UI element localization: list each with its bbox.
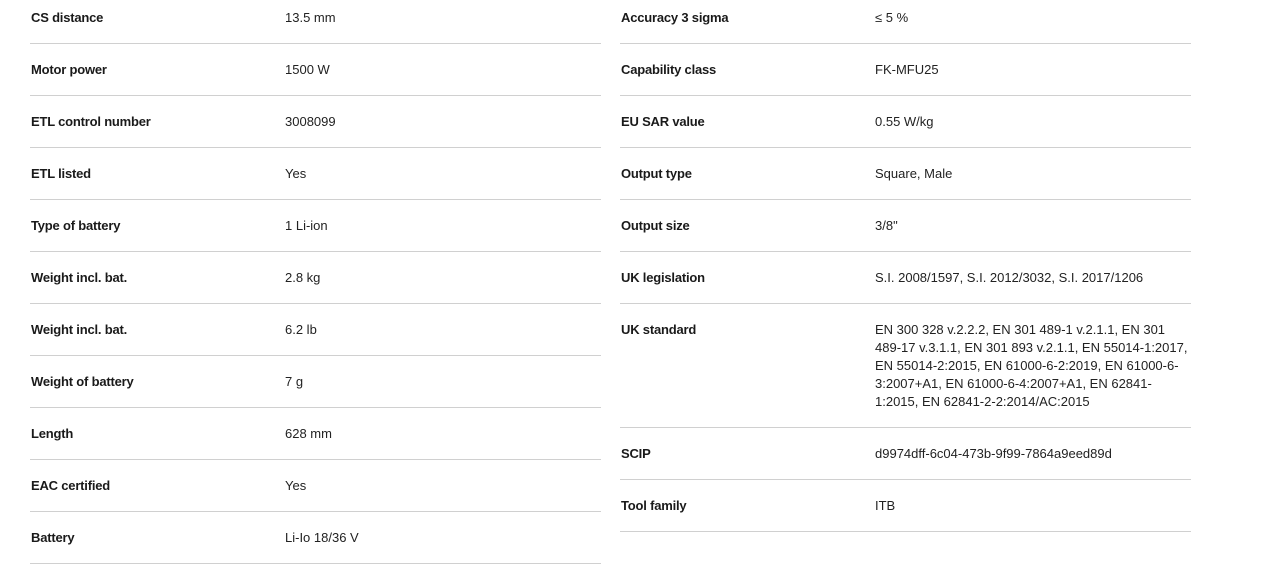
spec-row: EU SAR value 0.55 W/kg [620,96,1191,148]
spec-value: 3008099 [285,113,336,129]
spec-row: EAC certified Yes [30,460,601,512]
spec-row: Capability class FK-MFU25 [620,44,1191,96]
spec-label: SCIP [621,445,651,461]
spec-row: Tool family ITB [620,480,1191,532]
spec-value: Li-Io 18/36 V [285,529,359,545]
spec-row: Weight of battery 7 g [30,356,601,408]
spec-value: 3/8" [875,217,898,233]
spec-row: Weight incl. bat. 6.2 lb [30,304,601,356]
spec-value: 0.55 W/kg [875,113,934,129]
spec-value: S.I. 2008/1597, S.I. 2012/3032, S.I. 201… [875,269,1144,285]
spec-row: Accuracy 3 sigma ≤ 5 % [620,0,1191,44]
spec-label: Capability class [621,61,717,77]
spec-row: Battery Li-Io 18/36 V [30,512,601,564]
spec-value: 1500 W [285,61,330,77]
spec-row: SCIP d9974dff-6c04-473b-9f99-7864a9eed89d [620,428,1191,480]
spec-label: Output size [621,217,690,233]
spec-label: Accuracy 3 sigma [621,9,729,25]
spec-row: Motor power 1500 W [30,44,601,96]
spec-row: ETL control number 3008099 [30,96,601,148]
specs-tables: CS distance 13.5 mm Motor power 1500 W ETL c… [30,0,1191,564]
spec-value: Yes [285,477,307,493]
spec-label: EAC certified [31,477,111,493]
spec-label: Motor power [31,61,107,77]
spec-value: 7 g [285,373,304,389]
spec-value: EN 300 328 v.2.2.2, EN 301 489-1 v.2.1.1… [875,321,1188,409]
spec-label: Tool family [621,497,687,513]
spec-value: ITB [875,497,896,513]
spec-value: d9974dff-6c04-473b-9f99-7864a9eed89d [875,445,1112,461]
spec-label: Battery [31,529,75,545]
spec-row: Weight incl. bat. 2.8 kg [30,252,601,304]
spec-value: 1 Li-ion [285,217,328,233]
spec-row: ETL listed Yes [30,148,601,200]
spec-row: Output size 3/8" [620,200,1191,252]
spec-row: Length 628 mm [30,408,601,460]
spec-label: Weight incl. bat. [31,269,128,285]
specs-table-right: Accuracy 3 sigma ≤ 5 % Capability class FK-… [620,0,1191,564]
spec-value: 628 mm [285,425,332,441]
spec-row: Type of battery 1 Li-ion [30,200,601,252]
spec-value: 2.8 kg [285,269,321,285]
spec-value: Yes [285,165,307,181]
spec-row: Output type Square, Male [620,148,1191,200]
spec-row: CS distance 13.5 mm [30,0,601,44]
spec-label: Weight incl. bat. [31,321,128,337]
spec-label: EU SAR value [621,113,705,129]
spec-row: UK legislation S.I. 2008/1597, S.I. 2012/… [620,252,1191,304]
spec-label: ETL listed [31,165,91,181]
spec-value: FK-MFU25 [875,61,939,77]
spec-value: 6.2 lb [285,321,317,337]
spec-label: UK standard [621,321,697,337]
spec-value: Square, Male [875,165,953,181]
spec-label: UK legislation [621,269,705,285]
spec-label: Output type [621,165,692,181]
spec-value: 13.5 mm [285,9,336,25]
spec-row: UK standard EN 300 328 v.2.2.2, EN 301 48… [620,304,1191,428]
spec-label: CS distance [31,9,104,25]
spec-label: Length [31,425,74,441]
spec-label: ETL control number [31,113,151,129]
specs-table-left: CS distance 13.5 mm Motor power 1500 W ETL c… [30,0,601,564]
spec-label: Weight of battery [31,373,134,389]
spec-label: Type of battery [31,217,121,233]
spec-value: ≤ 5 % [875,9,909,25]
